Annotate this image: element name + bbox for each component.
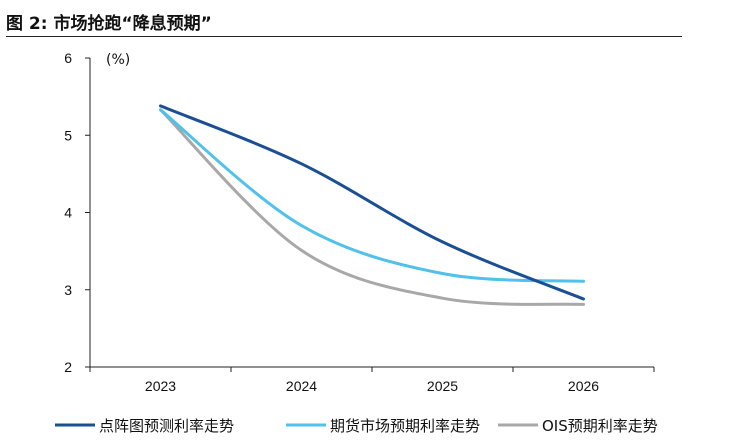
x-tick-label: 2023: [145, 378, 176, 394]
x-tick-label: 2026: [568, 378, 599, 394]
x-tick-label: 2025: [427, 378, 458, 394]
series-line-3: [159, 108, 585, 306]
legend-label-2: 期货市场预期利率走势: [330, 417, 480, 435]
legend: 点阵图预测利率走势 期货市场预期利率走势 OIS预期利率走势: [55, 417, 658, 435]
x-tick-label: 2024: [286, 378, 317, 394]
y-tick-label: 4: [64, 205, 72, 221]
y-tick-label: 3: [64, 282, 72, 298]
legend-label-1: 点阵图预测利率走势: [99, 417, 234, 435]
y-tick-label: 5: [64, 127, 72, 143]
figure-header: 图 2: 市场抢跑“降息预期”: [6, 4, 682, 37]
series-line-2: [159, 108, 585, 283]
figure-title: 图 2: 市场抢跑“降息预期”: [6, 14, 212, 34]
y-tick-label: 6: [64, 50, 72, 66]
x-axis-ticks: 2023 2024 2025 2026: [89, 367, 655, 394]
series-lines: [159, 104, 585, 306]
legend-label-3: OIS预期利率走势: [542, 417, 658, 435]
y-tick-label: 2: [64, 359, 72, 375]
series-line-1: [159, 104, 585, 301]
y-axis-ticks: 2 3 4 5 6: [64, 50, 90, 375]
y-axis-unit-label: (%): [106, 52, 130, 68]
